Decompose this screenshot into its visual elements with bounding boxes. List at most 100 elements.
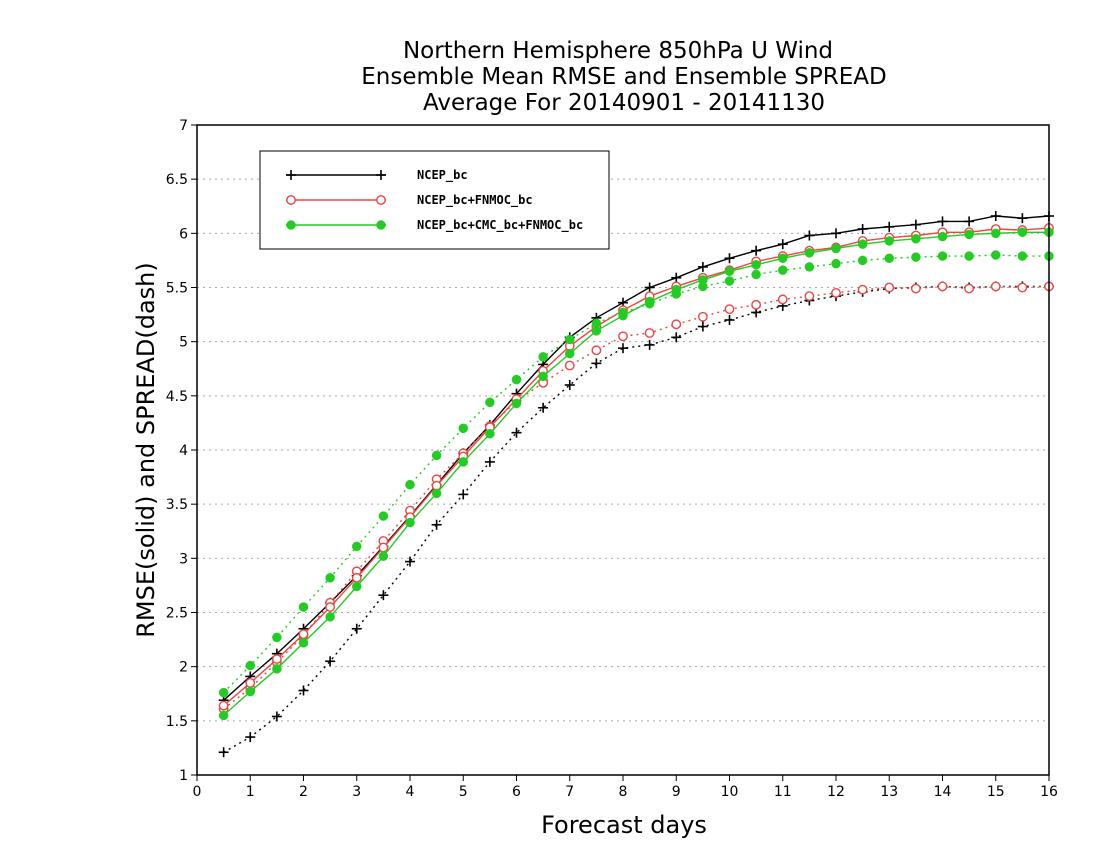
series-0-spread-point <box>724 315 735 325</box>
series-2-rmse-point <box>591 326 602 336</box>
series-1-spread-point <box>990 281 1001 292</box>
y-tick-label: 1.5 <box>166 714 188 730</box>
series-0-rmse-point <box>724 253 735 264</box>
legend-item-1: NCEP_bc+FNMOC_bc <box>286 193 533 208</box>
x-tick-label: 10 <box>721 784 739 800</box>
legend-label: NCEP_bc <box>417 168 468 183</box>
series-0-rmse-point <box>697 261 708 272</box>
series-0-spread-point <box>644 339 655 350</box>
series-2-rmse-point <box>857 239 868 249</box>
series-0-rmse-point <box>671 272 682 283</box>
series-2-rmse-point <box>218 710 229 721</box>
series-2-spread-point <box>298 602 309 612</box>
series-2-rmse-point <box>352 581 362 592</box>
series-2-rmse-point <box>671 284 681 295</box>
series-0-spread-point <box>298 685 309 696</box>
series-2-rmse-point <box>272 664 282 674</box>
legend-label: NCEP_bc+FNMOC_bc <box>417 193 533 208</box>
x-tick-label: 0 <box>193 784 202 800</box>
series-2-spread-point <box>431 450 442 461</box>
series-1-rmse-point <box>325 602 336 612</box>
series-1-rmse-point <box>378 542 389 553</box>
series-0-rmse-point <box>910 219 921 230</box>
series-2-rmse-point <box>431 488 442 499</box>
series-2-spread-point <box>325 573 335 583</box>
series-2-spread-point <box>405 479 415 490</box>
series-0-rmse-point <box>857 224 868 234</box>
series-1-spread-point <box>644 328 655 338</box>
series-0-spread-point <box>271 711 282 722</box>
series-2-spread-point <box>884 253 894 263</box>
series-0-spread-point <box>697 321 708 332</box>
series-2-rmse-point <box>565 348 575 359</box>
series-2-rmse-point <box>911 234 921 244</box>
x-axis: 0 1 2 3 4 5 6 7 8 9 10 11 12 13 14 15 16 <box>193 775 1058 800</box>
series-1-spread-point <box>697 311 708 322</box>
y-tick-label: 1 <box>179 768 188 784</box>
y-tick-label: 3.5 <box>166 497 188 513</box>
series-0-rmse-point <box>964 216 975 227</box>
y-tick-label: 6.5 <box>166 172 188 188</box>
series-2-spread-point <box>245 660 255 671</box>
series-2-spread-point <box>511 374 522 385</box>
series-2-rmse-line <box>223 231 1049 716</box>
series-1-spread-point <box>831 288 841 298</box>
x-tick-label: 4 <box>406 784 415 800</box>
series-2-rmse-point <box>538 371 548 382</box>
y-tick-label: 5 <box>179 335 188 351</box>
series-0-rmse-point <box>804 230 815 241</box>
series-2-spread-point <box>724 276 735 286</box>
y-tick-label: 5.5 <box>166 281 188 297</box>
series-0-spread-point <box>618 343 628 354</box>
series-2-spread-point <box>937 251 948 261</box>
series-2-spread-point <box>538 352 548 362</box>
legend-items: NCEP_bc NCEP_bc+FNMOC_bc NCEP_bc+CMC_bc+FN… <box>286 168 583 233</box>
y-tick-label: 7 <box>179 118 188 134</box>
series-0-rmse-point <box>751 245 762 256</box>
series-0-spread-point <box>405 556 415 567</box>
series-0-spread-point <box>378 590 389 601</box>
x-tick-label: 1 <box>246 784 255 800</box>
x-tick-label: 15 <box>987 784 1005 800</box>
series-2-rmse-point <box>644 296 655 307</box>
series-2-spread-line <box>223 254 1049 694</box>
series-1-rmse-point <box>271 654 282 664</box>
series-1-spread-point <box>751 299 762 310</box>
series-2-rmse-point <box>1017 227 1028 237</box>
series-1-spread-line <box>223 285 1050 710</box>
series-2-rmse-point <box>991 228 1001 239</box>
x-tick-label: 3 <box>352 784 361 800</box>
series-2-rmse-point <box>778 253 788 263</box>
x-tick-label: 12 <box>827 784 845 800</box>
series-2-spread-point <box>751 269 761 280</box>
series-0-rmse-point <box>777 239 788 250</box>
x-tick-label: 13 <box>880 784 898 800</box>
x-tick-label: 2 <box>299 784 308 800</box>
series-0-spread-point <box>484 456 495 467</box>
legend-item-2: NCEP_bc+CMC_bc+FNMOC_bc <box>286 218 583 233</box>
series-1-spread-point <box>804 291 815 302</box>
y-tick-label: 2.5 <box>166 606 188 622</box>
series-1-spread-point <box>937 281 948 292</box>
series-2-spread-point <box>272 632 282 643</box>
legend: NCEP_bc NCEP_bc+FNMOC_bc NCEP_bc+CMC_bc+FN… <box>259 150 610 250</box>
series-0-spread-point <box>671 332 682 343</box>
series-1-rmse-point <box>218 700 229 711</box>
x-tick-label: 7 <box>565 784 574 800</box>
legend-marker-end <box>376 220 386 230</box>
series-2-spread-point <box>218 687 229 698</box>
legend-marker-start <box>286 170 296 180</box>
series-0 <box>218 211 1054 758</box>
y-axis: 1 1.5 2 2.5 3 3.5 4 4.5 5 5.5 6 6.5 7 <box>166 118 197 784</box>
series-2-rmse-point <box>405 517 415 528</box>
series-2-spread-point <box>857 255 868 266</box>
chart-title: Northern Hemisphere 850hPa U Wind Ensemb… <box>361 38 886 116</box>
series-2-rmse-point <box>298 638 309 648</box>
series-2 <box>218 227 1054 721</box>
series-0-rmse-point <box>1017 213 1028 224</box>
series-2-rmse-point <box>325 612 335 622</box>
series-1-rmse-point <box>351 572 362 583</box>
series-0-spread-point <box>511 427 522 438</box>
series-2-rmse-point <box>831 243 841 254</box>
